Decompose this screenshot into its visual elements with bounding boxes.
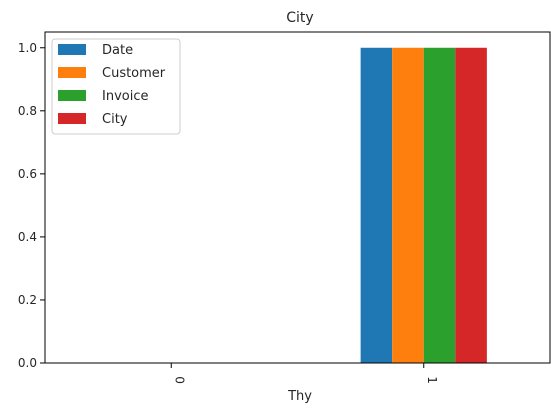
x-axis-label: Thy [287,389,312,404]
y-tick-label: 0.4 [18,230,37,244]
legend-label-date: Date [102,43,133,58]
bar-city-1 [455,47,487,364]
legend-label-invoice: Invoice [102,89,148,104]
legend-swatch-invoice [58,90,86,101]
bars-group [360,47,487,364]
legend: Date Customer Invoice City [51,38,181,135]
legend-frame [51,38,181,135]
y-tick-label: 0.6 [18,167,37,181]
bar-invoice-1 [423,47,456,364]
legend-label-customer: Customer [102,66,166,81]
y-axis: 0.0 0.2 0.4 0.6 0.8 1.0 [18,41,45,370]
plot-frame [44,31,551,364]
legend-swatch-date [58,44,86,55]
chart-title: City [286,10,313,26]
bar-customer-1 [392,47,424,364]
y-tick-label: 0.0 [18,356,37,370]
y-tick-label: 0.2 [18,293,37,307]
legend-swatch-customer [58,67,86,78]
legend-label-city: City [102,112,128,127]
x-tick-label: 1 [425,376,439,384]
y-tick-label: 0.8 [18,104,37,118]
y-tick-label: 1.0 [18,41,37,55]
bar-date-1 [360,47,393,364]
legend-swatch-city [58,113,86,124]
x-tick-label: 0 [172,376,186,384]
